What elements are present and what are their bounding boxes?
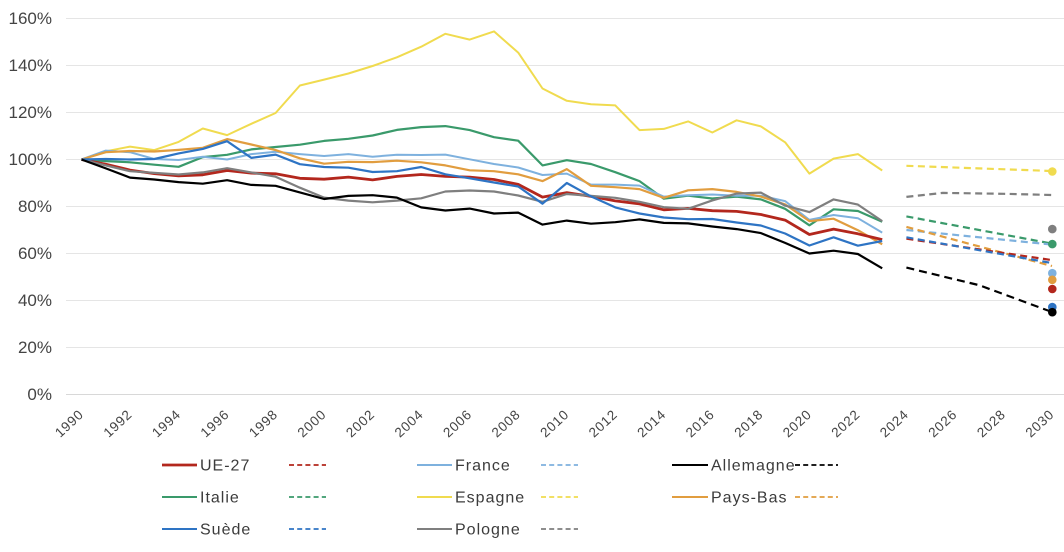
svg-text:140%: 140% <box>9 56 52 75</box>
svg-text:20%: 20% <box>18 338 52 357</box>
svg-text:80%: 80% <box>18 197 52 216</box>
svg-text:120%: 120% <box>9 103 52 122</box>
svg-text:Italie: Italie <box>200 489 240 506</box>
svg-text:UE-27: UE-27 <box>200 457 250 474</box>
svg-text:Allemagne: Allemagne <box>711 457 796 474</box>
svg-text:Pologne: Pologne <box>455 521 521 538</box>
svg-text:France: France <box>455 457 511 474</box>
svg-text:Suède: Suède <box>200 521 251 538</box>
svg-text:40%: 40% <box>18 291 52 310</box>
svg-text:160%: 160% <box>9 9 52 28</box>
svg-text:Pays-Bas: Pays-Bas <box>711 489 787 506</box>
svg-text:Espagne: Espagne <box>455 489 525 506</box>
svg-text:100%: 100% <box>9 150 52 169</box>
svg-text:0%: 0% <box>27 385 52 404</box>
svg-text:60%: 60% <box>18 244 52 263</box>
